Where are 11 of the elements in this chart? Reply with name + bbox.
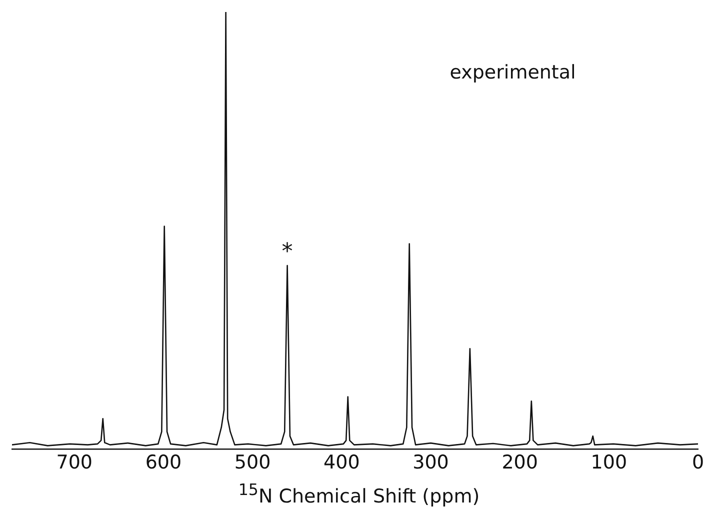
x-tick-label: 400 bbox=[324, 452, 360, 474]
x-tick-label: 700 bbox=[56, 452, 92, 474]
x-tick-label: 500 bbox=[234, 452, 271, 474]
x-tick-label: 600 bbox=[145, 452, 182, 474]
x-axis-title: $^{15}$N Chemical Shift (ppm) bbox=[237, 480, 481, 508]
x-tick-label: 300 bbox=[412, 452, 449, 474]
annotation: experimental bbox=[450, 61, 576, 84]
annotation: * bbox=[282, 239, 293, 264]
x-tick-label: 200 bbox=[502, 452, 538, 474]
x-tick-label: 0 bbox=[692, 452, 704, 474]
x-tick-label: 100 bbox=[590, 452, 628, 474]
